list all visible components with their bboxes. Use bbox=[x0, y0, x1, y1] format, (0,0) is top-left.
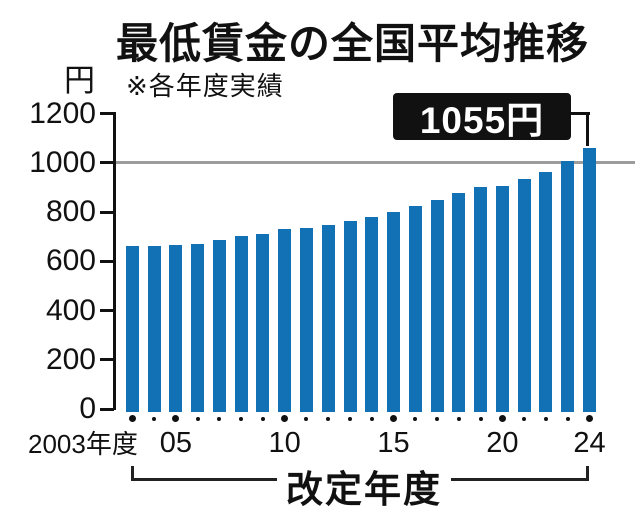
y-tick-1200 bbox=[100, 112, 114, 116]
bar-2008 bbox=[234, 236, 248, 412]
bar-2022 bbox=[539, 171, 553, 412]
callout-connector-horizontal bbox=[571, 112, 590, 115]
y-tick-label-200: 200 bbox=[45, 342, 96, 376]
x-tick-label-2005: 05 bbox=[159, 427, 192, 459]
bar-2015 bbox=[387, 212, 401, 412]
x-tick-dot-2017 bbox=[435, 416, 440, 421]
y-tick-400 bbox=[100, 309, 114, 313]
bar-2020 bbox=[495, 186, 509, 412]
y-tick-600 bbox=[100, 259, 114, 263]
x-tick-dot-2015 bbox=[390, 415, 398, 422]
x-tick-dot-2018 bbox=[456, 416, 461, 421]
chart-note: ※各年度実績 bbox=[126, 71, 284, 101]
bar-2014 bbox=[365, 216, 379, 412]
bar-2024 bbox=[582, 148, 596, 412]
bar-2003 bbox=[125, 245, 139, 412]
x-tick-dot-2008 bbox=[239, 416, 244, 421]
x-tick-dot-2004 bbox=[152, 416, 157, 421]
latest-value-callout: 1055円 bbox=[393, 93, 571, 141]
y-tick-label-800: 800 bbox=[45, 195, 96, 229]
y-tick-200 bbox=[100, 358, 114, 362]
bar-2018 bbox=[452, 193, 466, 412]
x-tick-dot-2019 bbox=[478, 416, 483, 421]
x-tick-dot-2024 bbox=[585, 415, 593, 422]
bar-2009 bbox=[256, 233, 270, 412]
bar-2013 bbox=[343, 220, 357, 412]
x-tick-dot-2011 bbox=[304, 416, 309, 421]
y-tick-800 bbox=[100, 210, 114, 214]
bar-2010 bbox=[278, 229, 292, 412]
x-tick-label-2015: 15 bbox=[377, 427, 410, 459]
bar-2017 bbox=[430, 199, 444, 412]
chart-title: 最低賃金の全国平均推移 bbox=[116, 20, 590, 67]
callout-connector-vertical bbox=[586, 112, 589, 146]
bar-2005 bbox=[169, 244, 183, 412]
bar-2023 bbox=[561, 160, 575, 412]
y-tick-label-1000: 1000 bbox=[29, 145, 96, 179]
x-tick-dot-2009 bbox=[260, 416, 265, 421]
x-tick-dot-2016 bbox=[413, 416, 418, 421]
x-tick-label-2010: 10 bbox=[268, 427, 301, 459]
x-title-bracket-right-tick bbox=[586, 466, 589, 480]
bar-2021 bbox=[517, 179, 531, 412]
x-tick-dot-2010 bbox=[281, 415, 289, 422]
reference-line-1000 bbox=[116, 161, 635, 164]
x-tick-label-2020: 20 bbox=[486, 427, 519, 459]
x-title-bracket-left-tick bbox=[131, 466, 134, 480]
x-tick-dot-2005 bbox=[172, 415, 180, 422]
x-tick-dot-2014 bbox=[369, 416, 374, 421]
x-tick-dot-2006 bbox=[195, 416, 200, 421]
y-axis-line bbox=[113, 112, 116, 410]
x-tick-dot-2012 bbox=[326, 416, 331, 421]
y-tick-0 bbox=[100, 407, 114, 411]
x-tick-dot-2007 bbox=[217, 416, 222, 421]
x-tick-label-2003: 2003年度 bbox=[28, 429, 138, 459]
x-tick-dot-2003 bbox=[128, 415, 136, 422]
bar-2004 bbox=[147, 245, 161, 412]
x-tick-dot-2021 bbox=[522, 416, 527, 421]
y-tick-1000 bbox=[100, 161, 114, 165]
x-title-bracket-left-line bbox=[131, 478, 277, 481]
x-tick-dot-2013 bbox=[348, 416, 352, 421]
y-tick-label-600: 600 bbox=[45, 244, 96, 278]
x-tick-dot-2020 bbox=[498, 415, 506, 422]
x-tick-dot-2023 bbox=[565, 416, 570, 421]
x-title-bracket-right-line bbox=[451, 478, 589, 481]
bar-2011 bbox=[299, 227, 313, 412]
y-axis-unit-label: 円 bbox=[64, 63, 95, 98]
bar-2019 bbox=[474, 186, 488, 412]
bar-2012 bbox=[321, 224, 335, 412]
y-tick-label-0: 0 bbox=[79, 392, 96, 425]
y-tick-label-400: 400 bbox=[45, 293, 96, 327]
bar-2016 bbox=[408, 206, 422, 412]
bar-2006 bbox=[191, 243, 205, 412]
x-tick-dot-2022 bbox=[543, 416, 548, 421]
x-tick-label-2024: 24 bbox=[573, 427, 606, 459]
x-axis-title: 改定年度 bbox=[286, 470, 442, 511]
bar-2007 bbox=[212, 240, 226, 412]
y-tick-label-1200: 1200 bbox=[29, 96, 96, 130]
latest-value-text: 1055円 bbox=[419, 99, 545, 141]
